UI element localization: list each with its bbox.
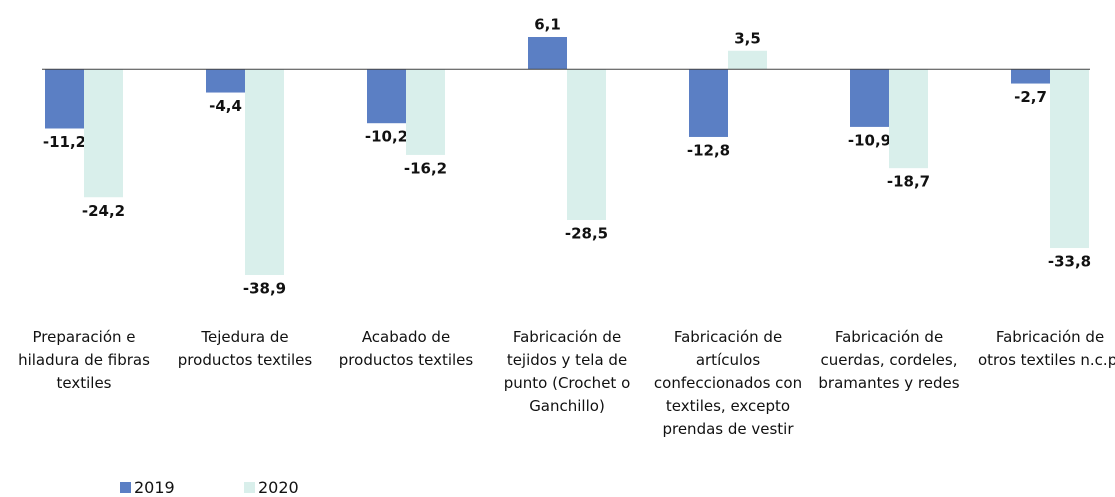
data-label: -2,7 (1014, 88, 1047, 106)
bar (1011, 69, 1050, 84)
bar (889, 69, 928, 169)
data-label: -28,5 (565, 224, 608, 242)
category-label: Fabricación de otros textiles n.c.p. (978, 328, 1115, 369)
category-label: Fabricación de cuerdas, cordeles, braman… (818, 328, 960, 392)
data-label: -18,7 (887, 173, 930, 191)
bar (84, 69, 123, 198)
bar (206, 69, 245, 93)
data-label: -33,8 (1048, 253, 1091, 271)
legend-text: 2019 (134, 478, 175, 497)
bar (567, 69, 606, 220)
data-label: -4,4 (209, 97, 242, 115)
legend-swatch (244, 482, 255, 493)
data-label: -12,8 (687, 141, 730, 159)
legend-swatch (120, 482, 131, 493)
bar (689, 69, 728, 137)
data-label: -11,2 (43, 133, 86, 151)
legend-item: 2020 (244, 478, 299, 497)
legend-item: 2019 (120, 478, 175, 497)
bar (528, 37, 567, 70)
data-label: -24,2 (82, 202, 125, 220)
category-label: Fabricación de tejidos y tela de punto (… (503, 328, 631, 415)
category-label: Tejedura de productos textiles (177, 328, 313, 369)
data-label: 3,5 (734, 29, 761, 47)
category-label: Fabricación de artículos confeccionados … (653, 328, 803, 438)
data-label: -10,9 (848, 131, 891, 149)
bar (45, 69, 84, 129)
category-label: Acabado de productos textiles (338, 328, 474, 369)
data-label: 6,1 (534, 16, 561, 34)
bar (406, 69, 445, 155)
data-label: -38,9 (243, 280, 286, 298)
bar (1050, 69, 1089, 249)
bar (728, 50, 767, 70)
legend-text: 2020 (258, 478, 299, 497)
data-label: -16,2 (404, 159, 447, 177)
bar (850, 69, 889, 127)
category-label: Preparación e hiladura de fibras textile… (18, 328, 150, 392)
bar (367, 69, 406, 124)
data-label: -10,2 (365, 128, 408, 146)
bar (245, 69, 284, 275)
